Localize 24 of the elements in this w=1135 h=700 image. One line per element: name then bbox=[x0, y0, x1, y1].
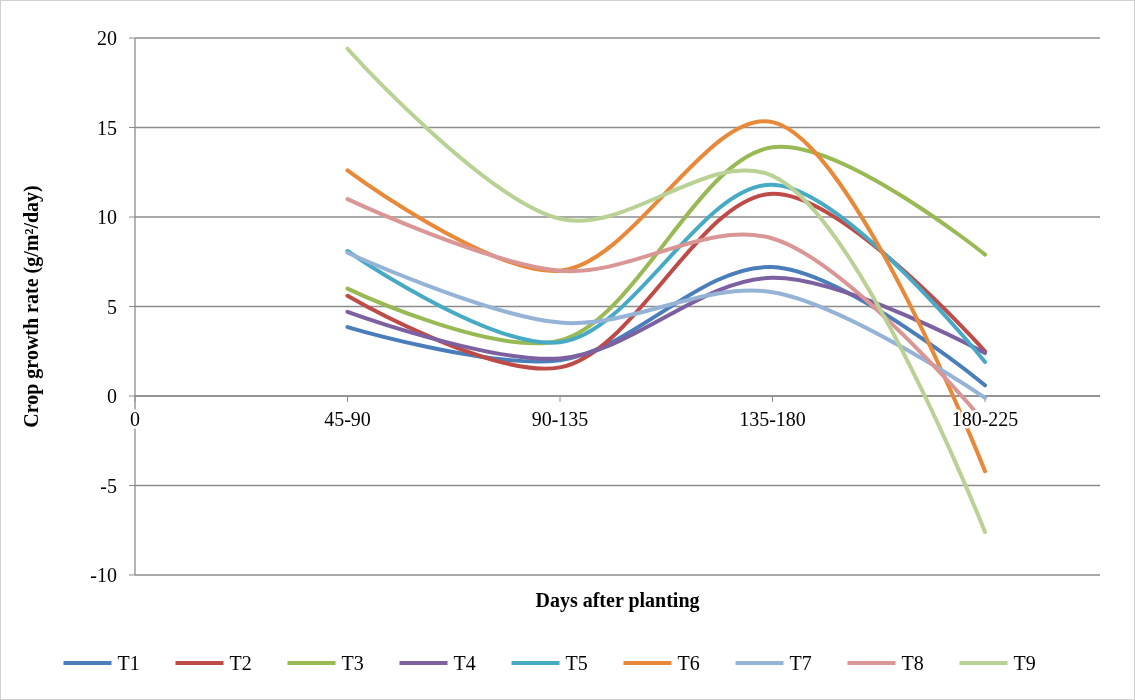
x-tick-label: 45-90 bbox=[324, 408, 371, 430]
x-axis-title: Days after planting bbox=[535, 589, 700, 612]
y-tick-label: 0 bbox=[107, 385, 117, 407]
legend-label: T2 bbox=[229, 652, 252, 674]
legend-label: T5 bbox=[565, 652, 588, 674]
legend-label: T1 bbox=[117, 652, 140, 674]
x-tick-label: 0 bbox=[130, 408, 140, 430]
legend-label: T3 bbox=[341, 652, 364, 674]
line-series bbox=[345, 250, 987, 400]
x-tick-label: 135-180 bbox=[739, 408, 806, 430]
legend-label: T4 bbox=[453, 652, 476, 674]
legend-label: T7 bbox=[789, 652, 812, 674]
x-tick-label: 90-135 bbox=[531, 408, 589, 430]
legend-label: T9 bbox=[1013, 652, 1036, 674]
y-axis-title: Crop growth rate (g/m²/day) bbox=[20, 185, 43, 428]
y-tick-label: 20 bbox=[97, 27, 117, 49]
legend-label: T8 bbox=[901, 652, 924, 674]
line-series bbox=[345, 275, 987, 361]
y-tick-label: -5 bbox=[100, 474, 117, 497]
y-tick-label: 10 bbox=[97, 206, 117, 228]
y-tick-label: 15 bbox=[97, 116, 117, 139]
y-tick-label: 5 bbox=[107, 295, 117, 318]
legend-label: T6 bbox=[677, 652, 700, 674]
y-tick-label: -10 bbox=[90, 564, 117, 586]
